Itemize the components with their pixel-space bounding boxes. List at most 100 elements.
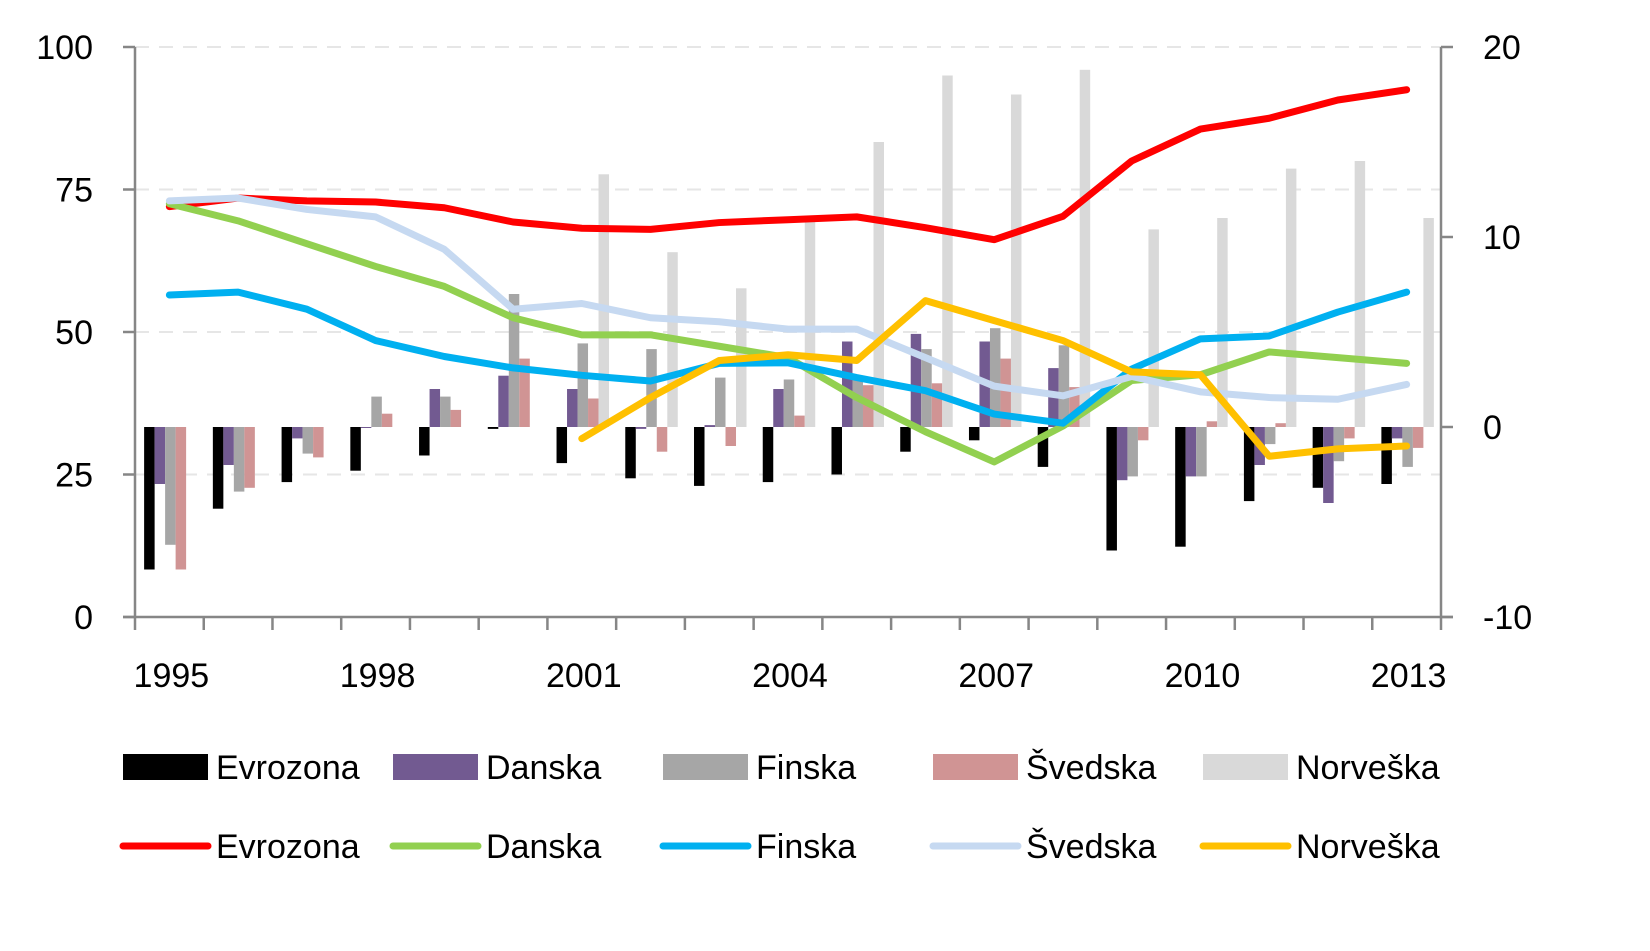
bar-švedska-1998 [381,413,393,427]
left-tick-label: 0 [74,599,93,637]
x-tick-label: 1995 [134,657,210,695]
bar-švedska-2000 [519,358,530,427]
bar-danska-2003 [704,425,716,427]
bar-švedska-1995 [175,427,187,570]
legend-item-line-švedska: Švedska [929,828,1156,866]
axes: 0 25 50 75 100 -10 0 10 20 1995 1998 2001 2004 2007 20… [36,29,1532,695]
bar-švedska-2007 [1000,358,1011,427]
bar-evrozona-1995 [144,427,155,570]
bar-evrozona-2000 [487,427,499,429]
bar-evrozona-2007 [968,427,980,441]
legend-label: Švedska [1026,828,1156,866]
bar-evrozona-2008 [1037,427,1049,467]
bar-švedska-2011 [1275,423,1286,427]
bar-švedska-2013 [1412,427,1424,448]
bar-finska-2000 [508,294,520,427]
legend-label: Danska [486,828,601,866]
legend-label: Finska [756,828,856,866]
left-tick-label: 100 [36,29,93,67]
left-tick-label: 25 [55,457,93,495]
bar-danska-2009 [1116,427,1128,481]
right-tick-label: 0 [1483,409,1502,447]
bar-danska-2010 [1185,427,1197,477]
x-tick-label: 2001 [546,657,622,695]
bar-švedska-2012 [1344,427,1355,439]
bar-danska-2012 [1323,427,1334,503]
bar-evrozona-2001 [556,427,568,464]
bar-danska-2001 [567,389,578,427]
bar-finska-1996 [233,427,245,492]
x-tick-label: 2007 [958,657,1034,695]
bar-danska-2005 [841,341,853,427]
bar-finska-1999 [440,396,451,427]
bar-norveška-2008 [1079,69,1091,428]
legend-item-line-evrozona: Evrozona [119,828,360,866]
legend-item-line-norveška: Norveška [1199,828,1440,866]
bar-švedska-1999 [450,409,462,427]
bar-norveška-2012 [1354,161,1366,427]
legend-label: Danska [486,749,601,787]
bar-evrozona-2005 [831,427,842,475]
legend-swatch-bar [1203,754,1288,780]
bar-danska-2004 [773,389,784,427]
bar-evrozona-2009 [1106,427,1117,551]
bar-norveška-2005 [873,142,884,427]
x-tick-label: 2004 [752,657,828,695]
bar-norveška-2013 [1423,218,1434,427]
bar-finska-2001 [577,343,589,427]
bar-norveška-2007 [1010,94,1022,427]
bar-evrozona-1999 [419,427,430,456]
bar-norveška-2009 [1148,229,1159,427]
bar-norveška-2001 [598,174,610,427]
legend-item-line-finska: Finska [659,828,856,866]
bar-švedska-2010 [1206,421,1218,427]
bar-finska-2003 [715,377,726,427]
legend-swatch-bar [123,754,208,780]
bar-finska-2002 [646,349,657,427]
bar-švedska-2008 [1069,387,1080,427]
legend-label: Evrozona [216,749,360,787]
legend-label: Finska [756,749,856,787]
bar-finska-1998 [371,396,382,427]
bar-danska-1995 [154,427,166,484]
legend-swatch-bar [663,754,748,780]
bar-danska-2006 [910,333,922,427]
bar-series-evrozona [144,427,1392,570]
legend-item-line-danska: Danska [389,828,601,866]
legend-item-bar-danska: Danska [393,749,601,787]
legend-item-bar-evrozona: Evrozona [123,749,360,787]
bar-finska-2008 [1058,345,1070,427]
right-tick-label: -10 [1483,599,1532,637]
bar-norveška-2006 [942,75,953,427]
line-series-group [165,86,1411,466]
bar-finska-2009 [1127,427,1138,477]
left-tick-label: 75 [55,172,93,210]
bar-švedska-2002 [656,427,668,452]
bar-series-norveška [598,69,1434,428]
bar-evrozona-2012 [1312,427,1324,488]
bar-evrozona-2003 [694,427,705,486]
legend-item-bar-norveška: Norveška [1203,749,1440,787]
bar-norveška-2010 [1217,218,1228,427]
bar-danska-2000 [498,375,509,427]
x-tick-label: 2013 [1371,657,1447,695]
bar-finska-2004 [783,379,795,427]
bar-danska-1999 [429,389,441,427]
bar-evrozona-2006 [900,427,911,452]
bar-finska-2010 [1196,427,1207,477]
bar-švedska-2003 [725,427,737,446]
legend-swatch-bar [393,754,478,780]
bar-finska-2007 [989,328,1001,427]
bar-norveška-2004 [804,221,816,427]
bar-finska-2005 [852,377,863,427]
left-tick-label: 50 [55,314,93,352]
bar-danska-2002 [635,427,647,429]
bar-evrozona-2010 [1175,427,1186,547]
bar-norveška-2011 [1285,168,1297,427]
bar-finska-1997 [302,427,314,454]
bar-švedska-2006 [931,383,943,427]
bar-danska-2013 [1391,427,1403,439]
bar-finska-2012 [1333,427,1345,462]
legend-label: Švedska [1026,749,1156,787]
bar-švedska-2004 [794,415,805,427]
